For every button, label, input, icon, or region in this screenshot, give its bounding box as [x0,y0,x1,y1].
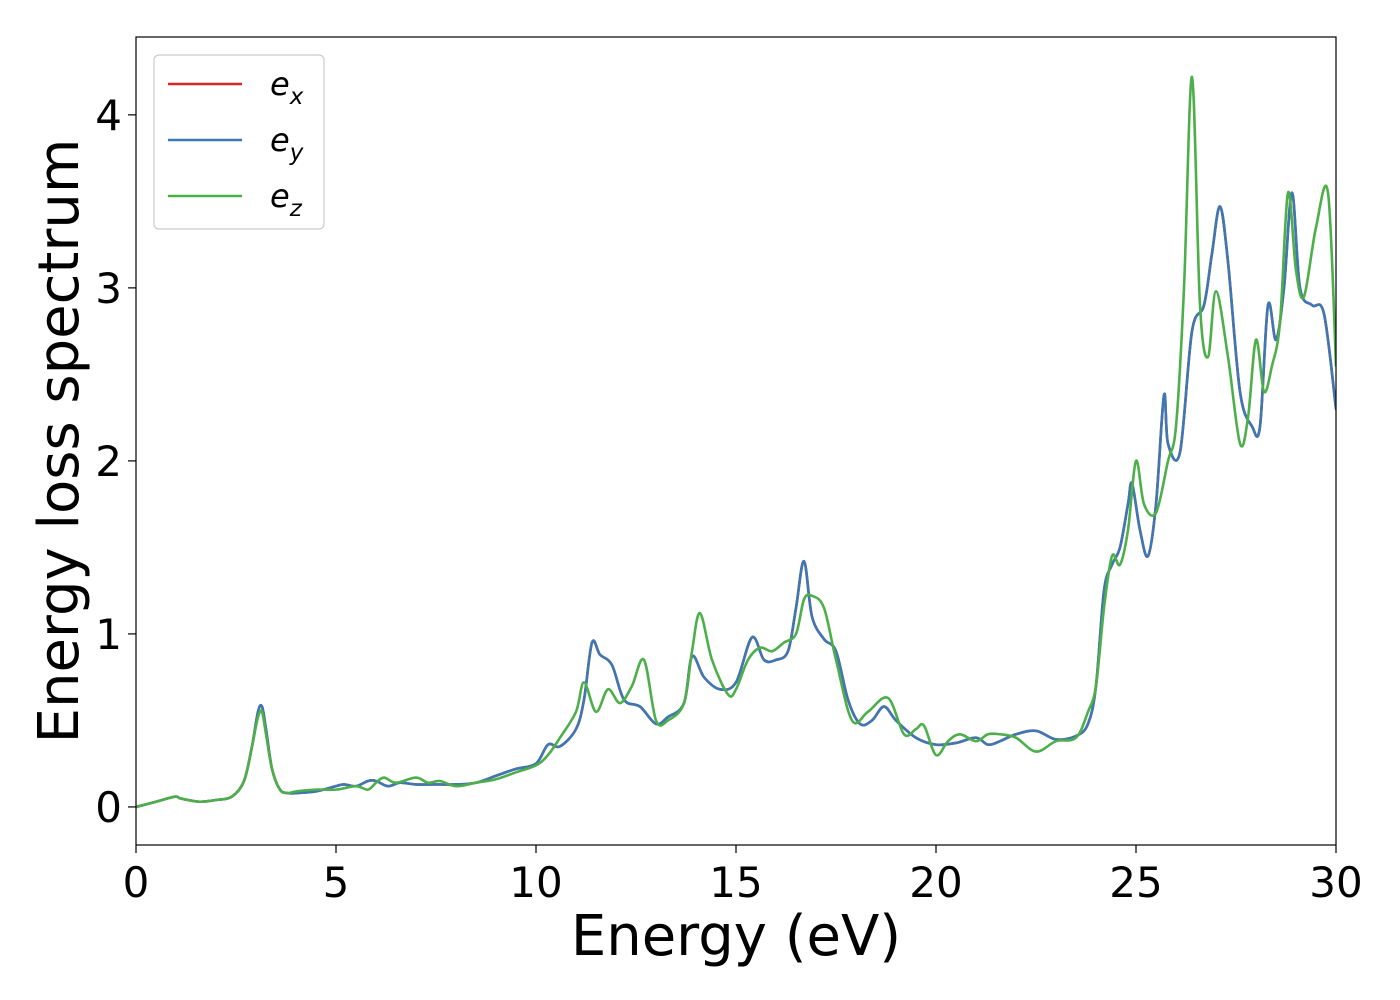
x-tick-label: 5 [323,858,350,907]
series-line-y [136,191,1336,809]
y-tick-label: 1 [95,610,122,659]
legend-box [153,54,325,230]
legend: ex ey ez [153,54,325,230]
y-axis-label: Energy loss spectrum [27,139,92,744]
series-line-z [136,75,1336,809]
y-axis-ticks: 0 1 2 3 4 [95,91,136,832]
x-tick-label: 30 [1309,858,1362,907]
series-layer [136,75,1336,809]
x-tick-label: 15 [709,858,762,907]
y-tick-label: 2 [95,437,122,486]
x-tick-label: 10 [509,858,562,907]
x-axis-ticks: 0 5 10 15 20 25 30 [123,845,1363,907]
legend-label-x: ex [270,65,304,110]
x-tick-label: 25 [1109,858,1162,907]
y-tick-label: 0 [95,783,122,832]
legend-label-z: ez [270,177,303,222]
legend-label-y: ey [270,121,304,166]
x-tick-label: 20 [909,858,962,907]
x-axis-label: Energy (eV) [571,904,901,969]
y-tick-label: 3 [95,264,122,313]
y-tick-label: 4 [95,91,122,140]
x-tick-label: 0 [123,858,150,907]
